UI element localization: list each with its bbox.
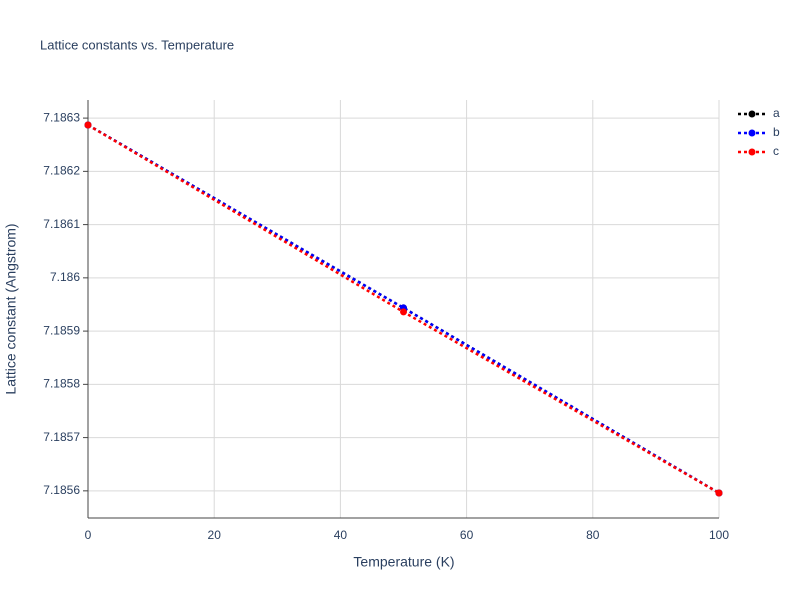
y-tick-label: 7.1858: [43, 377, 80, 391]
legend-label: c: [773, 144, 779, 158]
chart-title: Lattice constants vs. Temperature: [40, 37, 234, 52]
x-tick-label: 40: [334, 528, 348, 542]
x-tick-label: 0: [85, 528, 92, 542]
x-tick-label: 100: [709, 528, 729, 542]
y-tick-label: 7.1859: [43, 323, 80, 337]
point: [84, 121, 92, 129]
legend-marker: [748, 148, 756, 156]
x-tick-label: 60: [460, 528, 474, 542]
x-axis-title: Temperature (K): [353, 554, 454, 570]
y-tick-label: 7.1862: [43, 164, 80, 178]
y-tick-label: 7.186: [50, 270, 80, 284]
y-tick-label: 7.1863: [43, 110, 80, 124]
point: [715, 489, 723, 497]
y-axis-title: Lattice constant (Angstrom): [3, 223, 19, 394]
y-tick-label: 7.1856: [43, 483, 80, 497]
legend-label: a: [773, 106, 780, 120]
y-tick-label: 7.1857: [43, 430, 80, 444]
x-tick-label: 20: [208, 528, 222, 542]
legend-marker: [748, 110, 756, 118]
legend-label: b: [773, 125, 780, 139]
point: [400, 308, 407, 316]
x-tick-label: 80: [586, 528, 600, 542]
legend-marker: [748, 129, 756, 137]
y-tick-label: 7.1861: [43, 217, 80, 231]
